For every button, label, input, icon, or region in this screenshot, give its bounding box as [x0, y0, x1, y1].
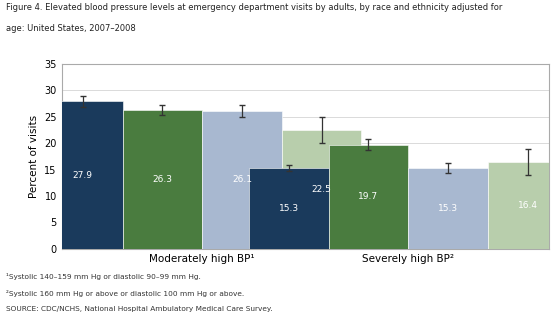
Y-axis label: Percent of visits: Percent of visits	[29, 115, 39, 198]
Text: 15.3: 15.3	[438, 204, 458, 213]
Text: 22.5: 22.5	[312, 185, 332, 194]
Text: 26.3: 26.3	[152, 175, 172, 184]
Text: SOURCE: CDC/NCHS, National Hospital Ambulatory Medical Care Survey.: SOURCE: CDC/NCHS, National Hospital Ambu…	[6, 306, 272, 312]
Bar	[123, 110, 202, 249]
Text: ²Systolic 160 mm Hg or above or diastolic 100 mm Hg or above.: ²Systolic 160 mm Hg or above or diastoli…	[6, 290, 244, 297]
Bar	[329, 145, 408, 249]
Text: 16.4: 16.4	[517, 201, 538, 210]
Text: age: United States, 2007–2008: age: United States, 2007–2008	[6, 24, 136, 33]
Bar	[249, 168, 329, 249]
Bar	[43, 101, 123, 249]
Bar	[488, 162, 560, 249]
Bar	[202, 111, 282, 249]
Bar	[408, 168, 488, 249]
Text: 19.7: 19.7	[358, 192, 379, 201]
Text: 26.1: 26.1	[232, 175, 252, 184]
Text: 15.3: 15.3	[279, 204, 299, 213]
Legend: Non-Hispanic
white, Non-Hispanic
black, Hispanic white
or black, Asian, I 95% co: Non-Hispanic white, Non-Hispanic black, …	[135, 0, 475, 1]
Text: 27.9: 27.9	[73, 171, 93, 180]
Text: ¹Systolic 140–159 mm Hg or diastolic 90–99 mm Hg.: ¹Systolic 140–159 mm Hg or diastolic 90–…	[6, 273, 200, 280]
Bar	[282, 130, 361, 249]
Text: Figure 4. Elevated blood pressure levels at emergency department visits by adult: Figure 4. Elevated blood pressure levels…	[6, 3, 502, 12]
